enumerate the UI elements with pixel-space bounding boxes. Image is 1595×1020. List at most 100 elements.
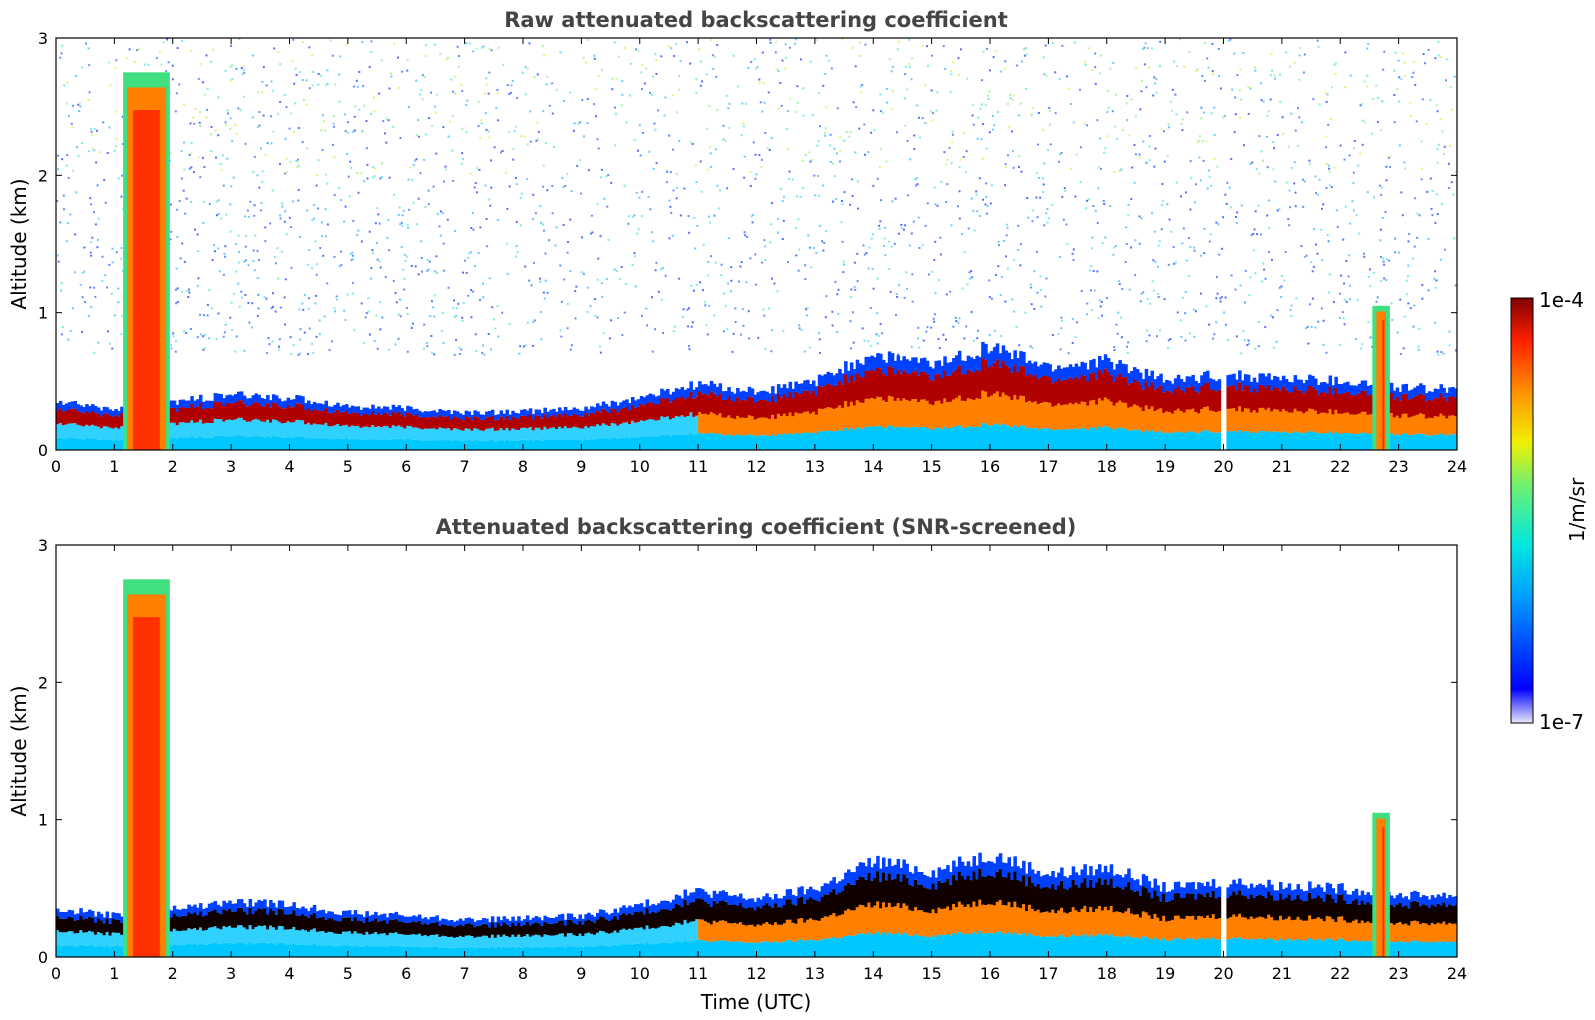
backscatter-column [823,408,828,431]
backscatter-column [359,427,363,440]
noise-pixel [1035,172,1038,175]
noise-pixel [1172,246,1175,249]
backscatter-column [893,427,898,450]
backscatter-column [1366,395,1370,415]
backscatter-column [490,427,495,440]
noise-pixel [683,187,686,190]
noise-pixel [985,147,988,150]
noise-pixel [398,206,401,209]
noise-pixel [1260,99,1263,102]
backscatter-column [517,413,521,419]
noise-pixel [788,170,791,173]
backscatter-column [1273,387,1277,410]
backscatter-column [1389,392,1394,413]
backscatter-column [566,428,571,441]
backscatter-column [222,398,226,406]
noise-pixel [908,244,911,247]
backscatter-column [1249,412,1254,433]
backscatter-column [190,929,194,945]
backscatter-column [99,946,104,957]
noise-pixel [1094,82,1097,85]
noise-pixel [270,307,273,310]
noise-pixel [906,287,908,290]
noise-pixel [524,265,527,268]
noise-pixel [948,147,951,149]
noise-pixel [852,341,855,344]
backscatter-column [1328,409,1333,432]
backscatter-column [450,430,454,441]
backscatter-column [1063,429,1067,450]
backscatter-column [657,395,661,404]
noise-pixel [1367,321,1370,324]
noise-pixel [829,144,832,147]
noise-pixel [500,151,502,154]
noise-pixel [526,321,529,324]
noise-pixel [1195,310,1197,313]
noise-pixel [244,142,247,145]
backscatter-column [677,434,682,450]
backscatter-column [1115,428,1119,450]
backscatter-column [257,899,261,909]
backscatter-column [692,416,696,435]
backscatter-column [1328,431,1333,450]
backscatter-column [957,395,962,426]
noise-pixel [1142,140,1145,143]
noise-pixel [764,245,767,248]
backscatter-column [1118,360,1122,374]
noise-pixel [1312,98,1315,101]
noise-pixel [452,179,455,182]
backscatter-column [470,414,474,421]
backscatter-column [304,403,308,411]
backscatter-column [884,402,889,429]
noise-pixel [804,154,807,157]
backscatter-column [727,434,731,450]
noise-pixel [447,286,450,289]
noise-pixel [1243,301,1246,304]
backscatter-column [295,908,299,916]
backscatter-column [814,414,819,434]
backscatter-column [969,357,974,372]
backscatter-column [1442,415,1446,435]
noise-pixel [339,55,342,58]
noise-pixel [638,124,641,127]
backscatter-column [1156,431,1160,450]
noise-pixel [1146,298,1149,300]
noise-pixel [261,81,264,84]
noise-pixel [582,272,585,275]
noise-pixel [699,160,702,163]
noise-pixel [985,196,988,198]
noise-pixel [1353,147,1355,150]
noise-pixel [137,47,140,50]
backscatter-column [178,909,183,917]
noise-pixel [1300,245,1303,248]
noise-pixel [328,349,331,352]
noise-pixel [1436,350,1439,353]
backscatter-column [552,439,556,450]
backscatter-column [409,413,413,427]
noise-pixel [388,249,391,252]
noise-pixel [1436,110,1439,113]
backscatter-column [315,945,320,957]
backscatter-column [829,373,833,385]
noise-pixel [472,50,475,53]
noise-pixel [1112,253,1115,256]
noise-pixel [798,248,801,251]
backscatter-column [254,902,258,911]
backscatter-column [995,391,1000,424]
noise-pixel [720,263,723,266]
noise-pixel [91,236,94,239]
noise-pixel [475,349,478,352]
noise-pixel [224,245,227,248]
backscatter-column [175,438,180,450]
noise-pixel [879,147,882,150]
noise-pixel [674,325,676,328]
backscatter-column [327,931,331,946]
backscatter-column [79,412,83,426]
noise-pixel [655,59,658,62]
backscatter-column [1092,427,1096,450]
noise-pixel [111,261,114,264]
backscatter-column [88,930,92,946]
noise-pixel [1268,226,1271,229]
backscatter-column [1013,350,1017,366]
noise-pixel [1332,301,1335,304]
